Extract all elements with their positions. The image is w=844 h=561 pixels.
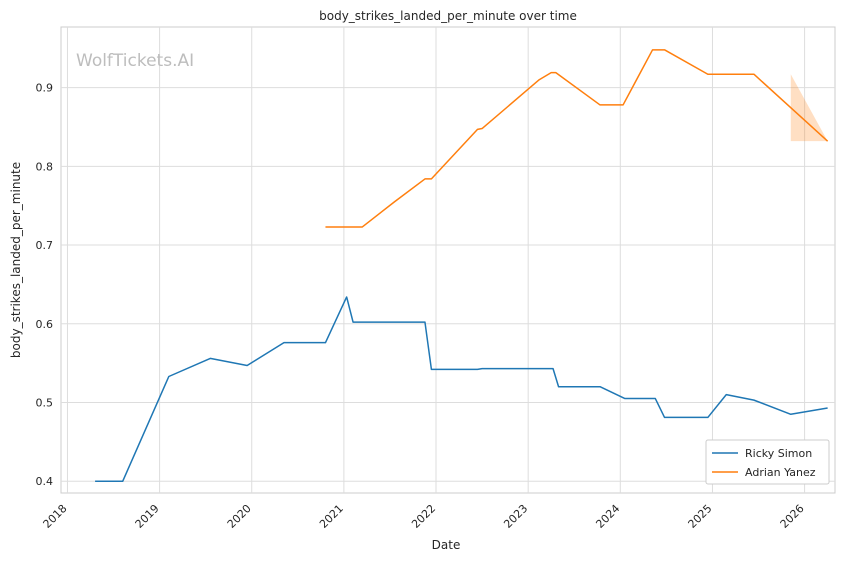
y-tick-label: 0.9 (36, 82, 54, 95)
y-tick-label: 0.5 (36, 396, 54, 409)
legend-label-adrian-yanez: Adrian Yanez (745, 466, 816, 479)
confidence-band-adrian-yanez (790, 74, 828, 142)
x-tick-label: 2018 (41, 502, 70, 531)
x-tick-label: 2024 (593, 502, 622, 531)
y-tick-label: 0.6 (36, 318, 54, 331)
series-lines (95, 49, 829, 482)
x-tick-label: 2025 (686, 502, 715, 531)
x-tick-label: 2023 (501, 502, 530, 531)
x-axis-label: Date (432, 538, 461, 552)
x-tick-label: 2020 (225, 502, 254, 531)
legend: Ricky Simon Adrian Yanez (705, 439, 830, 485)
x-tick-label: 2021 (317, 502, 346, 531)
watermark-text: WolfTickets.AI (76, 51, 194, 71)
plot-area (60, 26, 836, 494)
confidence-bands (790, 74, 828, 142)
y-axis-label: body_strikes_landed_per_minute (9, 162, 23, 358)
chart-title: body_strikes_landed_per_minute over time (319, 9, 577, 23)
x-tick-label: 2026 (778, 502, 807, 531)
y-tick-label: 0.7 (36, 239, 54, 252)
y-tick-label: 0.8 (36, 160, 54, 173)
legend-box (705, 439, 830, 485)
x-tick-label: 2022 (409, 502, 438, 531)
x-tick-label: 2019 (133, 502, 162, 531)
y-tick-label: 0.4 (36, 475, 54, 488)
legend-label-ricky-simon: Ricky Simon (745, 447, 812, 460)
x-tick-labels: 2018 2019 2020 2021 2022 2023 2024 2025 2026 (41, 502, 807, 531)
y-tick-labels: 0.4 0.5 0.6 0.7 0.8 0.9 (36, 82, 54, 489)
series-line-ricky-simon (95, 296, 828, 482)
series-line-adrian-yanez (325, 49, 829, 228)
